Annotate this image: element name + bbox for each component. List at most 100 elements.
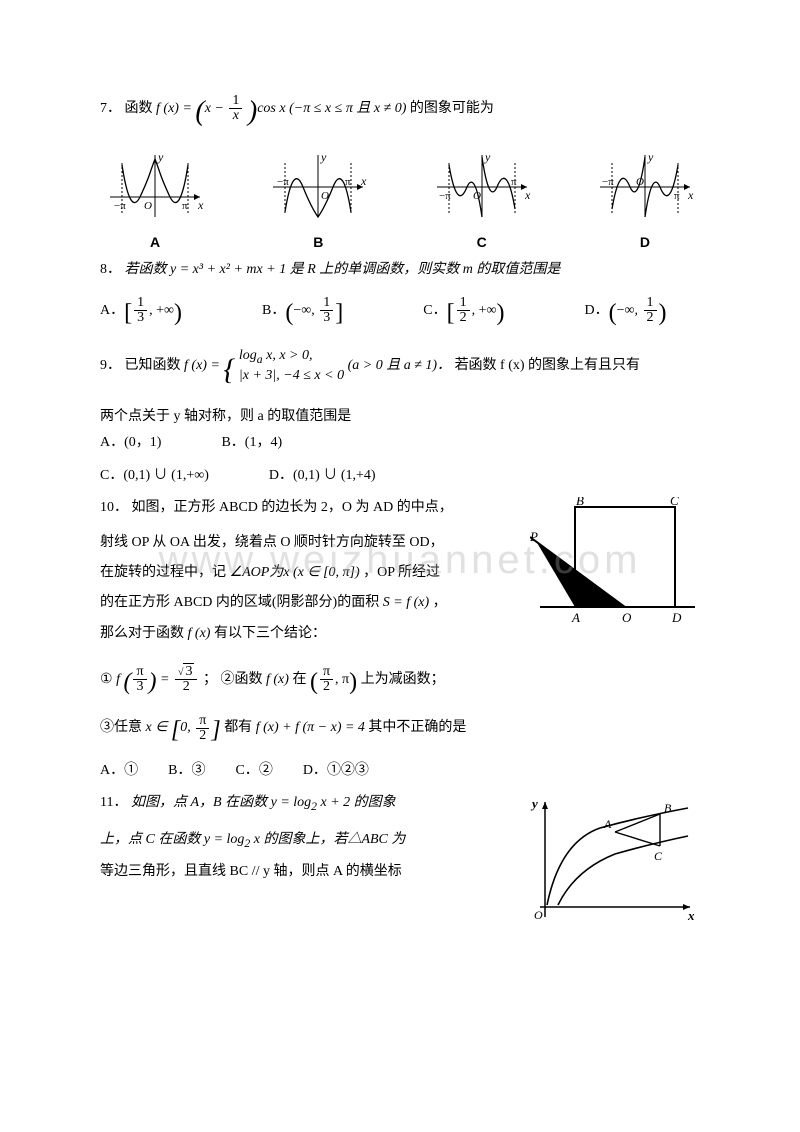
q9-opt-c-val: (0,1) ∪ (1,+∞)	[123, 468, 209, 483]
q9-opt-b: B．(1，4)	[221, 432, 282, 454]
q8-opt-b: B．(−∞, 13]	[262, 294, 343, 332]
q7-number: 7．	[100, 101, 121, 116]
q9-piecewise: f (x) = { loga x, x > 0, |x + 3|, −4 ≤ x…	[184, 358, 348, 373]
q8-opt-c: C．[12, +∞)	[423, 294, 504, 332]
q9-text2: 若函数 f (x) 的图象上有且只有	[455, 358, 641, 373]
q7-fig-d: y x O π −π D	[590, 147, 700, 253]
q9-options-2: C．(0,1) ∪ (1,+∞) D．(0,1) ∪ (1,+4)	[100, 465, 700, 487]
q9-number: 9．	[100, 358, 121, 373]
q10-opt-c-v: ②	[259, 763, 273, 778]
q10-s1: ① f (π3) = √32 ； ②函数 f (x) 在 (π2, π) 上为减…	[100, 663, 700, 701]
graph-c-icon: y x O π −π	[427, 147, 537, 227]
q10-s1a: ①	[100, 672, 116, 687]
svg-text:C: C	[654, 849, 663, 863]
q10-number: 10．	[100, 500, 128, 515]
svg-text:π: π	[674, 190, 680, 202]
q10-opt-d-v: ①②③	[327, 763, 369, 778]
q10-figure: B C P A O D	[530, 497, 700, 635]
q8-number: 8．	[100, 262, 121, 277]
q8-options: A．[13, +∞) B．(−∞, 13] C．[12, +∞) D．(−∞, …	[100, 294, 700, 332]
q10-s2b: x ∈ [0, π2]	[146, 720, 225, 735]
q8-text: 若函数 y = x³ + x² + mx + 1 是 R 上的单调函数，则实数 …	[125, 262, 561, 277]
fig-d-label: D	[671, 610, 682, 625]
svg-text:x: x	[197, 198, 204, 212]
q10-s2a: ③任意	[100, 720, 146, 735]
q10-l5a: 那么对于函数	[100, 626, 188, 641]
svg-text:y: y	[647, 150, 654, 164]
q9-opt-c: C．(0,1) ∪ (1,+∞)	[100, 465, 209, 487]
svg-text:x: x	[687, 188, 694, 202]
q8-opt-a: A．[13, +∞)	[100, 294, 182, 332]
q10-l4a: 的在正方形 ABCD 内的区域(阴影部分)的面积	[100, 595, 383, 610]
fig-p-label: P	[530, 529, 538, 544]
q10-l4b: S = f (x)	[383, 595, 429, 610]
q7-fig-a-label: A	[100, 231, 210, 253]
svg-text:y: y	[157, 150, 164, 164]
svg-text:B: B	[664, 801, 672, 815]
q10-l1: 如图，正方形 ABCD 的边长为 2，O 为 AD 的中点，	[132, 500, 453, 515]
q10-l3b: ∠AOP为x (x ∈ [0, π])	[230, 565, 360, 580]
q7-func: f (x) = (x − 1x )cos x (−π ≤ x ≤ π 且 x ≠…	[156, 101, 410, 116]
q10-s1b: f (π3) = √32	[116, 672, 203, 687]
graph-b-icon: y x O π −π	[263, 147, 373, 227]
square-diagram-icon: B C P A O D	[530, 497, 700, 627]
q9-opt-a-val: (0，1)	[124, 435, 161, 450]
q11-figure: x y O A B C	[520, 792, 700, 940]
svg-text:y: y	[320, 150, 327, 164]
question-8: 8． 若函数 y = x³ + x² + mx + 1 是 R 上的单调函数，则…	[100, 259, 700, 281]
q9-text1: 已知函数	[125, 358, 185, 373]
q10-s1d: f (x)	[266, 672, 289, 687]
svg-text:−π: −π	[114, 200, 126, 212]
q10-s1e: 在 (π2, π) 上为减函数；	[292, 672, 444, 687]
svg-text:x: x	[687, 908, 695, 923]
q7-figure-row: y x O π −π A y x O π −π B	[100, 147, 700, 253]
question-7: 7． 函数 f (x) = (x − 1x )cos x (−π ≤ x ≤ π…	[100, 90, 700, 135]
q9-cond: (a > 0 且 a ≠ 1)．	[348, 358, 451, 373]
svg-text:π: π	[511, 176, 517, 188]
q8-opt-d: D．(−∞, 12)	[584, 294, 666, 332]
q9-opt-a: A．(0，1)	[100, 432, 161, 454]
q7-fig-d-label: D	[590, 231, 700, 253]
fig-o-label: O	[622, 610, 632, 625]
svg-text:−π: −π	[602, 176, 614, 188]
q9-opt-d-val: (0,1) ∪ (1,+4)	[293, 468, 376, 483]
q10-l5c: 有以下三个结论：	[214, 626, 326, 641]
q9-opt-d: D．(0,1) ∪ (1,+4)	[269, 465, 376, 487]
svg-text:π: π	[182, 200, 188, 212]
q7-text-after: 的图象可能为	[410, 101, 494, 116]
q10-options: A．① B．③ C．② D．①②③	[100, 760, 700, 782]
graph-d-icon: y x O π −π	[590, 147, 700, 227]
q10-opt-b-v: ③	[191, 763, 205, 778]
q7-fig-b-label: B	[263, 231, 373, 253]
question-9: 9． 已知函数 f (x) = { loga x, x > 0, |x + 3|…	[100, 346, 700, 394]
q7-fig-a: y x O π −π A	[100, 147, 210, 253]
q11-l1: 如图，点 A，B 在函数 y = log2 x + 2 的图象	[131, 795, 396, 810]
q9-options: A．(0，1) B．(1，4)	[100, 432, 700, 454]
q10-l4c: ，	[433, 595, 447, 610]
svg-text:x: x	[524, 188, 531, 202]
fig-a-label: A	[571, 610, 580, 625]
q10-l3c: ，OP 所经过	[363, 565, 440, 580]
svg-text:O: O	[534, 908, 543, 922]
q10-opt-b: B．③	[168, 760, 205, 782]
q7-text-before: 函数	[125, 101, 157, 116]
q10-s2d: f (x) + f (π − x) = 4	[256, 720, 365, 735]
q7-fig-c: y x O π −π C	[427, 147, 537, 253]
q10-opt-a: A．①	[100, 760, 138, 782]
q10-s1c: ； ②函数	[203, 672, 266, 687]
q10-s2c: 都有	[224, 720, 256, 735]
q9-opt-b-val: (1，4)	[245, 435, 282, 450]
fig-c-label: C	[670, 497, 679, 508]
svg-text:y: y	[530, 796, 538, 811]
q10-opt-a-v: ①	[124, 763, 138, 778]
q10-opt-d: D．①②③	[303, 760, 369, 782]
svg-text:y: y	[484, 150, 491, 164]
svg-text:A: A	[603, 817, 612, 831]
q10-l5b: f (x)	[188, 626, 211, 641]
q10-opt-c: C．②	[235, 760, 272, 782]
svg-text:π: π	[345, 176, 351, 188]
q7-fig-b: y x O π −π B	[263, 147, 373, 253]
fig-b-label: B	[576, 497, 584, 508]
q9-text3: 两个点关于 y 轴对称，则 a 的取值范围是	[100, 406, 700, 428]
graph-a-icon: y x O π −π	[100, 147, 210, 227]
